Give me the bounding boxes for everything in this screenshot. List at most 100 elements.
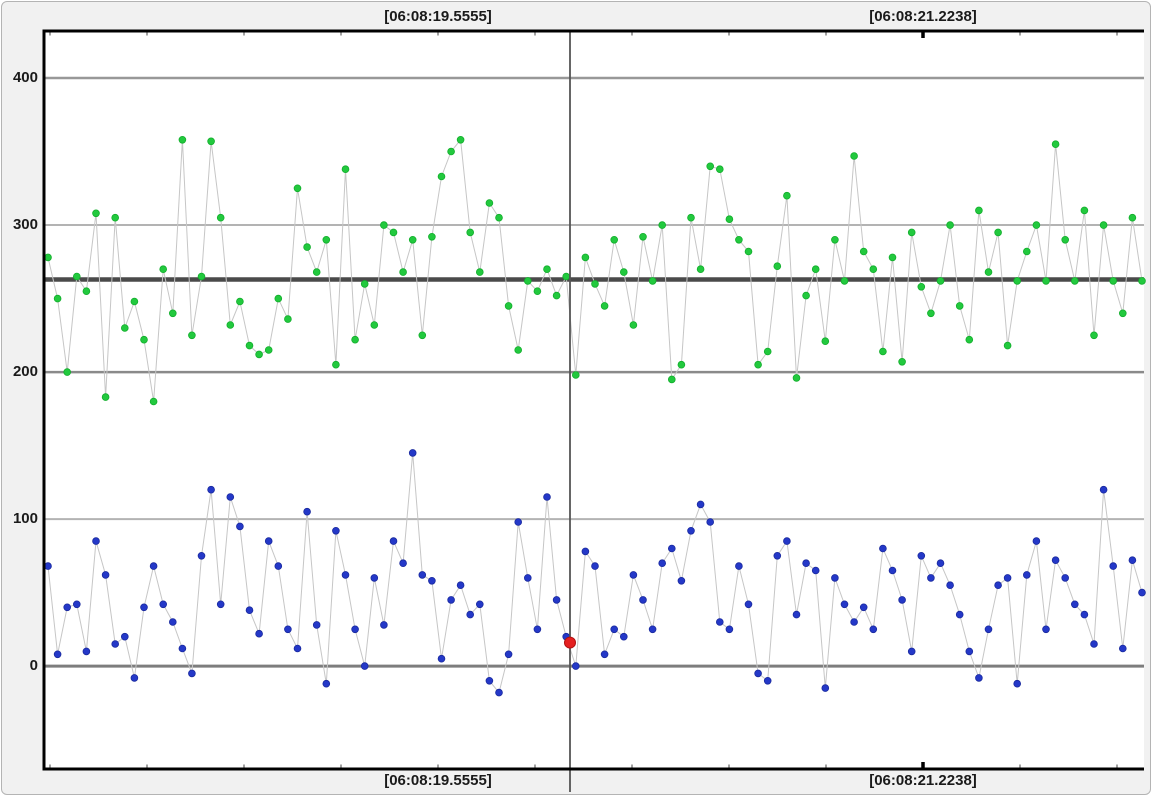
series-blue-point: [898, 596, 906, 604]
series-blue-point: [888, 566, 897, 575]
series-green-point: [504, 302, 513, 310]
series-green-point: [629, 321, 638, 329]
series-green-point: [754, 360, 762, 369]
series-blue-point: [687, 526, 695, 535]
series-green-point: [744, 247, 753, 256]
series-blue-point: [53, 650, 62, 659]
x-axis-label-top-1: [06:08:21.2238]: [869, 8, 977, 25]
series-blue-point: [523, 574, 532, 582]
series-green-point: [188, 331, 196, 340]
series-green-point: [495, 213, 503, 222]
series-green-point: [1119, 309, 1127, 318]
series-green-point: [725, 215, 734, 224]
series-green-point: [303, 243, 311, 251]
series-green-point: [1071, 277, 1079, 285]
y-axis-label: 400: [12, 69, 38, 87]
series-green-point: [514, 346, 522, 354]
series-green-point: [821, 337, 830, 346]
series-blue-point: [927, 574, 935, 582]
series-green-point: [111, 213, 119, 222]
series-blue-point: [1109, 562, 1117, 570]
series-green-point: [591, 280, 599, 288]
series-blue-point: [802, 559, 810, 567]
series-green-point: [63, 368, 71, 376]
top-axis-line: [42, 29, 1144, 33]
series-green-point: [888, 253, 897, 262]
series-blue-point: [744, 600, 753, 609]
series-blue-point: [255, 629, 263, 638]
series-blue-point: [552, 596, 561, 604]
x-axis-label-bottom-0: [06:08:19.5555]: [384, 772, 492, 789]
series-green-point: [687, 213, 695, 222]
series-blue-point: [264, 537, 273, 545]
series-blue-point: [725, 625, 734, 634]
series-green-point: [831, 236, 839, 244]
series-green-point: [1090, 331, 1098, 340]
series-green-point: [399, 268, 407, 276]
bottom-axis-line: [42, 767, 1144, 771]
series-green-point: [360, 280, 369, 288]
series-blue-point: [639, 596, 647, 604]
series-blue-point: [418, 571, 427, 579]
series-green-point: [1013, 277, 1021, 285]
series-green-point: [523, 277, 532, 285]
series-green-point: [169, 309, 177, 318]
series-green-point: [418, 331, 427, 340]
series-blue-point: [773, 551, 782, 560]
series-blue-point: [149, 562, 158, 570]
y-axis-label: 300: [12, 216, 38, 234]
series-blue-point: [73, 600, 81, 609]
series-green-point: [600, 302, 609, 310]
series-green-point: [984, 268, 993, 276]
series-green-point: [715, 165, 724, 174]
plot-area[interactable]: [44, 31, 1144, 769]
series-blue-point: [475, 600, 484, 609]
series-blue-point: [437, 654, 446, 663]
series-green-point: [159, 265, 168, 274]
series-blue-point: [399, 559, 407, 567]
series-green-point: [216, 213, 225, 222]
series-blue-point: [1071, 600, 1079, 609]
series-green-point: [485, 199, 494, 207]
series-blue-point: [159, 600, 168, 609]
series-green-point: [677, 360, 686, 369]
series-blue-point: [303, 507, 311, 516]
series-blue-point: [197, 551, 206, 560]
series-green-point: [226, 321, 235, 329]
series-green-point: [92, 209, 100, 218]
series-green-point: [293, 184, 302, 193]
series-blue-point: [994, 581, 1002, 589]
series-blue-point: [965, 647, 974, 656]
x-axis-label-top-0: [06:08:19.5555]: [384, 8, 492, 25]
series-blue-point: [245, 606, 254, 614]
series-green-point: [811, 265, 820, 274]
series-green-point: [44, 253, 52, 262]
series-green-point: [936, 277, 945, 285]
series-blue-point: [514, 518, 522, 526]
y-axis-line: [42, 29, 46, 771]
series-blue-point: [648, 625, 657, 634]
series-green-point: [140, 335, 148, 344]
series-blue-point: [533, 625, 542, 634]
series-green-point: [428, 233, 436, 241]
series-blue-point: [322, 679, 331, 688]
series-blue-point: [1119, 644, 1127, 653]
series-blue-point: [495, 688, 503, 697]
series-blue-point: [706, 518, 714, 526]
series-green-point: [562, 272, 570, 281]
series-blue-point: [946, 581, 954, 589]
series-blue-point: [1013, 679, 1021, 688]
series-green-point: [130, 297, 139, 306]
series-green-point: [475, 268, 484, 276]
series-green-point: [792, 374, 801, 382]
series-blue-point: [92, 537, 100, 545]
series-blue-point: [879, 544, 887, 553]
series-green-point: [773, 262, 782, 271]
series-blue-point: [677, 576, 686, 585]
series-blue-point: [1051, 556, 1060, 564]
series-blue-point: [341, 571, 350, 579]
series-blue-point: [1128, 556, 1137, 564]
series-blue-point: [984, 625, 993, 634]
series-green-point: [735, 236, 743, 244]
